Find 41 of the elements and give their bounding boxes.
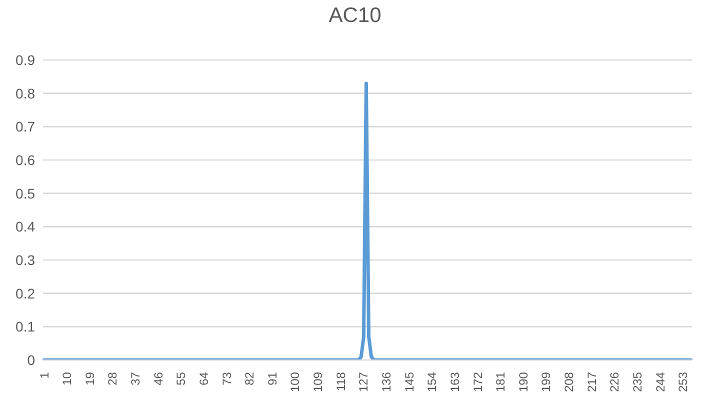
line-series (42, 82, 692, 360)
y-tick-label: 0.7 (16, 118, 36, 135)
x-tick-label: 100 (288, 372, 302, 392)
y-tick-label: 0.2 (16, 285, 36, 302)
y-tick-label: 0.9 (16, 52, 36, 68)
x-tick-label: 136 (380, 372, 394, 392)
x-tick-label: 181 (494, 372, 508, 392)
x-tick-label: 127 (356, 372, 371, 392)
x-tick-label: 190 (516, 372, 530, 392)
x-tick-label: 91 (265, 372, 280, 386)
x-tick-label: 226 (608, 372, 622, 392)
y-tick-label: 0.5 (16, 185, 36, 202)
x-tick-label: 118 (334, 372, 348, 392)
x-tick-label: 46 (151, 372, 166, 386)
x-tick-label: 172 (470, 372, 485, 392)
x-tick-label: 82 (242, 372, 257, 386)
x-tick-label: 28 (106, 372, 120, 386)
x-tick-label: 55 (174, 372, 188, 386)
y-tick-label: 0.3 (16, 252, 36, 268)
x-tick-label: 154 (425, 372, 440, 392)
x-tick-label: 253 (676, 372, 690, 392)
y-tick-label: 0.8 (16, 85, 36, 102)
x-tick-label: 208 (562, 372, 576, 392)
x-tick-label: 235 (630, 372, 644, 392)
x-tick-label: 1 (37, 372, 52, 379)
x-tick-label: 64 (196, 372, 211, 386)
x-tick-label: 217 (584, 372, 599, 392)
x-tick-label: 163 (448, 372, 462, 392)
x-tick-label: 73 (220, 372, 234, 386)
y-tick-label: 0 (27, 352, 36, 368)
x-tick-label: 244 (653, 372, 668, 392)
x-tick-label: 199 (539, 372, 554, 392)
x-tick-label: 37 (128, 372, 143, 386)
y-tick-label: 0.4 (16, 218, 36, 235)
x-tick-label: 19 (82, 372, 97, 386)
y-tick-label: 0.1 (16, 318, 36, 335)
chart-title: AC10 (328, 4, 382, 28)
y-tick-label: 0.6 (16, 152, 36, 168)
x-tick-label: 10 (60, 372, 74, 386)
x-tick-label: 145 (402, 372, 416, 392)
x-tick-label: 109 (311, 372, 326, 392)
